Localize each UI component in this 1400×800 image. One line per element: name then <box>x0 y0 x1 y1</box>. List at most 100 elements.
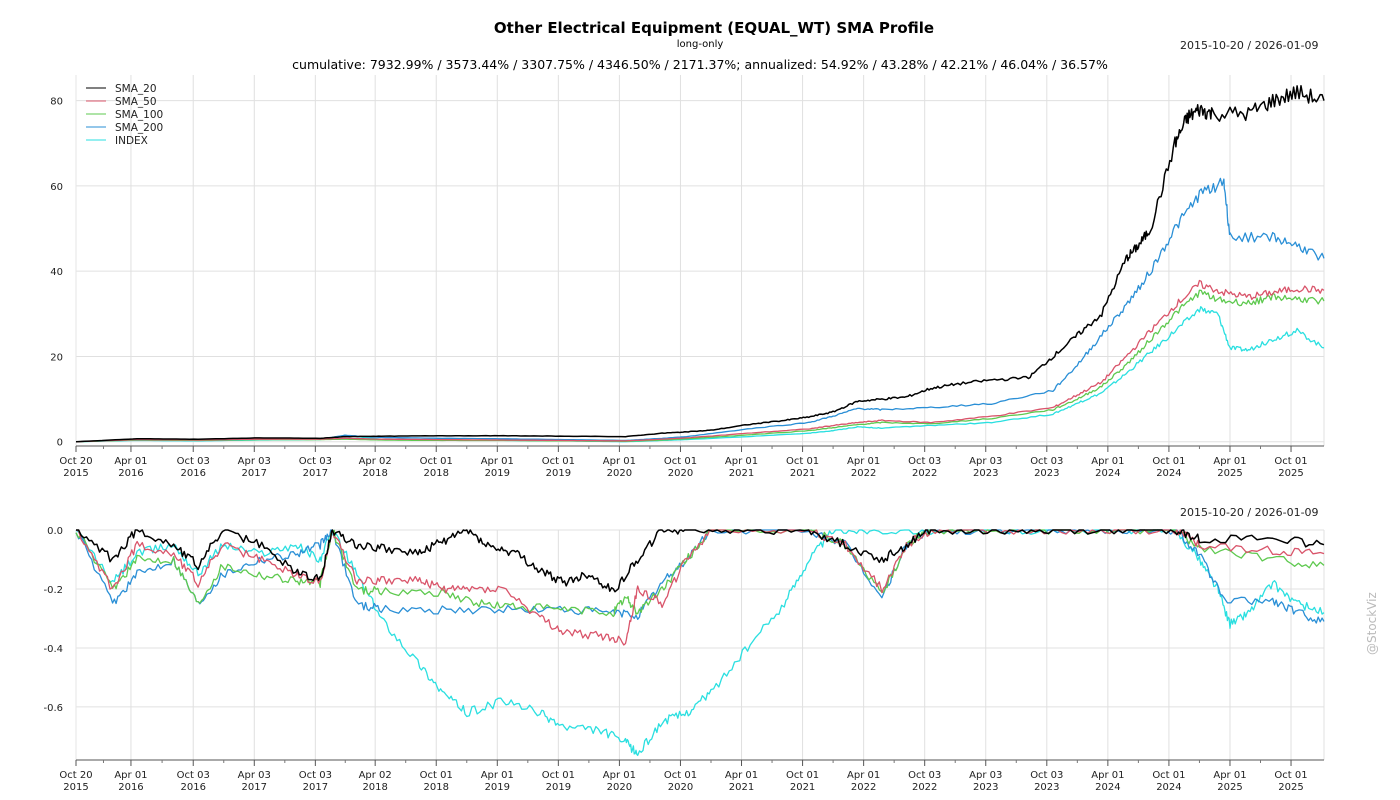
x-tick-year-label: 2019 <box>546 782 571 793</box>
x-tick-label: Oct 01 <box>786 770 819 781</box>
x-tick-year-label: 2025 <box>1217 782 1242 793</box>
series-line-sma-20 <box>75 84 1325 443</box>
x-tick-year-label: 2025 <box>1278 782 1303 793</box>
x-tick-year-label: 2025 <box>1278 468 1303 479</box>
x-tick-year-label: 2021 <box>729 468 754 479</box>
x-tick-label: Oct 03 <box>299 456 332 467</box>
y-tick-label: 0.0 <box>47 526 63 537</box>
x-tick-year-label: 2023 <box>1034 468 1059 479</box>
x-tick-year-label: 2021 <box>790 468 815 479</box>
x-tick-year-label: 2017 <box>303 782 328 793</box>
x-tick-year-label: 2022 <box>851 468 876 479</box>
x-tick-label: Oct 20 <box>59 770 92 781</box>
x-tick-label: Apr 03 <box>238 770 271 781</box>
x-tick-year-label: 2024 <box>1156 782 1181 793</box>
x-tick-year-label: 2020 <box>668 782 693 793</box>
x-tick-label: Oct 01 <box>1152 456 1185 467</box>
y-tick-label: -0.6 <box>43 703 63 714</box>
x-tick-label: Apr 01 <box>481 456 514 467</box>
x-tick-year-label: 2020 <box>607 782 632 793</box>
x-tick-year-label: 2017 <box>242 782 267 793</box>
x-tick-year-label: 2016 <box>118 468 143 479</box>
x-tick-label: Apr 03 <box>969 770 1002 781</box>
x-tick-year-label: 2016 <box>181 468 206 479</box>
x-tick-year-label: 2017 <box>303 468 328 479</box>
series-line-sma-200 <box>75 177 1325 443</box>
x-tick-label: Oct 03 <box>908 770 941 781</box>
x-tick-year-label: 2024 <box>1095 782 1120 793</box>
x-tick-label: Apr 01 <box>1091 770 1124 781</box>
x-tick-label: Oct 03 <box>177 456 210 467</box>
y-tick-label: 20 <box>50 352 63 363</box>
legend-label-sma-100: SMA_100 <box>115 109 163 121</box>
x-tick-label: Oct 01 <box>786 456 819 467</box>
x-tick-year-label: 2019 <box>485 468 510 479</box>
x-tick-year-label: 2022 <box>912 468 937 479</box>
legend-label-sma-20: SMA_20 <box>115 83 157 95</box>
x-tick-year-label: 2025 <box>1217 468 1242 479</box>
x-tick-year-label: 2016 <box>118 782 143 793</box>
x-tick-year-label: 2015 <box>63 468 88 479</box>
x-tick-year-label: 2024 <box>1156 468 1181 479</box>
x-tick-label: Oct 01 <box>1274 770 1307 781</box>
y-tick-label: -0.4 <box>43 644 63 655</box>
x-tick-label: Apr 03 <box>238 456 271 467</box>
x-tick-label: Oct 01 <box>420 770 453 781</box>
x-tick-label: Apr 02 <box>359 456 392 467</box>
x-tick-year-label: 2018 <box>362 468 387 479</box>
x-tick-year-label: 2023 <box>973 468 998 479</box>
x-tick-label: Apr 01 <box>603 770 636 781</box>
series-line-sma-50 <box>75 529 1325 646</box>
x-tick-year-label: 2022 <box>851 782 876 793</box>
x-tick-label: Oct 03 <box>908 456 941 467</box>
x-tick-label: Oct 03 <box>177 770 210 781</box>
series-line-index <box>75 306 1325 443</box>
x-tick-year-label: 2018 <box>362 782 387 793</box>
chart-title: Other Electrical Equipment (EQUAL_WT) SM… <box>493 19 935 37</box>
x-tick-year-label: 2020 <box>607 468 632 479</box>
x-tick-label: Apr 01 <box>603 456 636 467</box>
series-line-sma-100 <box>75 529 1325 618</box>
series-line-sma-20 <box>76 529 1325 593</box>
x-tick-year-label: 2016 <box>181 782 206 793</box>
series-line-index <box>75 529 1325 757</box>
x-tick-label: Apr 01 <box>725 770 758 781</box>
x-tick-year-label: 2024 <box>1095 468 1120 479</box>
x-tick-label: Oct 01 <box>420 456 453 467</box>
x-tick-label: Apr 01 <box>1213 456 1246 467</box>
x-tick-label: Oct 01 <box>1152 770 1185 781</box>
y-tick-label: -0.2 <box>43 585 63 596</box>
x-tick-label: Oct 03 <box>1030 770 1063 781</box>
x-tick-label: Apr 01 <box>847 456 880 467</box>
x-tick-year-label: 2019 <box>546 468 571 479</box>
x-tick-year-label: 2015 <box>63 782 88 793</box>
x-tick-label: Oct 20 <box>59 456 92 467</box>
x-tick-label: Apr 02 <box>359 770 392 781</box>
x-tick-label: Oct 01 <box>542 456 575 467</box>
x-tick-label: Apr 01 <box>114 456 147 467</box>
x-tick-label: Oct 03 <box>299 770 332 781</box>
x-tick-label: Apr 01 <box>847 770 880 781</box>
y-tick-label: 80 <box>50 97 63 108</box>
y-tick-label: 0 <box>57 438 63 449</box>
x-tick-label: Oct 01 <box>664 770 697 781</box>
x-tick-year-label: 2018 <box>424 782 449 793</box>
x-tick-year-label: 2017 <box>242 468 267 479</box>
x-tick-year-label: 2023 <box>1034 782 1059 793</box>
x-tick-year-label: 2019 <box>485 782 510 793</box>
x-tick-year-label: 2020 <box>668 468 693 479</box>
legend-label-index: INDEX <box>115 135 148 147</box>
x-tick-label: Apr 01 <box>1091 456 1124 467</box>
y-tick-label: 40 <box>50 267 63 278</box>
x-tick-year-label: 2022 <box>912 782 937 793</box>
x-tick-label: Apr 01 <box>725 456 758 467</box>
x-tick-year-label: 2021 <box>790 782 815 793</box>
x-tick-label: Apr 03 <box>969 456 1002 467</box>
x-tick-label: Oct 01 <box>664 456 697 467</box>
series-line-sma-50 <box>75 279 1325 443</box>
legend-label-sma-50: SMA_50 <box>115 96 157 108</box>
